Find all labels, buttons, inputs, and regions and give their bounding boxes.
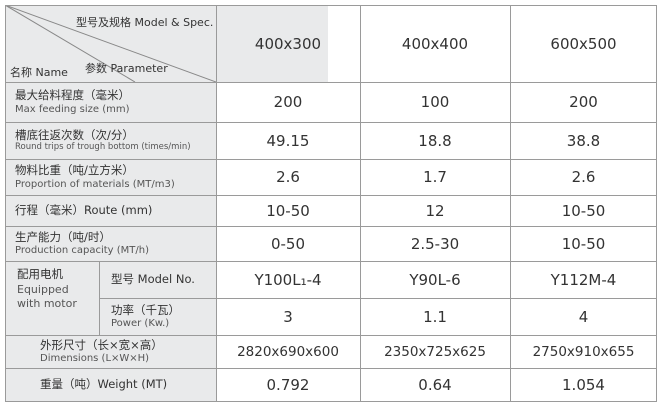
model-header-2: 400x400 [401,34,469,53]
label-column-bg [5,82,216,401]
value-cell: Y100L₁-4 [254,270,322,289]
value-cell: 10-50 [266,201,310,220]
motor-power-zh: 功率（千瓦） [111,302,180,317]
value-cell: 0.64 [418,375,452,394]
grid-line [5,5,657,6]
header-parameter: 参数 Parameter [85,62,168,75]
grid-line [5,335,657,336]
row-label-zh: 物料比重（吨/立方米） [15,163,134,178]
row-label-en: Production capacity (MT/h) [15,245,150,257]
grid-line [5,401,657,402]
grid-line [656,5,657,402]
motor-label: 配用电机 Equipped with motor [5,261,99,335]
row-label-zh: 生产能力（吨/时） [15,229,111,244]
value-cell: 2820x690x600 [237,343,339,360]
value-cell: 1.7 [423,168,447,186]
value-cell: 2750x910x655 [532,343,635,360]
row-label-capacity: 生产能力（吨/时） Production capacity (MT/h) [5,226,216,261]
grid-line [5,261,657,262]
grid-line [5,159,657,160]
motor-model-label-text: 型号 Model No. [111,272,195,287]
grid-line [99,261,100,335]
value-cell: 49.15 [266,131,310,150]
value-cell: 200 [569,93,598,111]
value-cell: 3 [283,307,293,326]
grid-line [5,226,657,227]
grid-line [5,5,6,402]
motor-label-en-1: Equipped [17,282,69,296]
motor-model-label: 型号 Model No. [99,261,216,298]
row-label-en: Proportion of materials (MT/m3) [15,178,175,190]
value-cell: 100 [420,93,450,111]
value-cell: 10-50 [561,201,606,220]
row-label-round-trips: 槽底往返次数（次/分） Round trips of trough bottom… [5,122,216,159]
model-header-1: 400x300 [254,34,322,53]
row-label-proportion: 物料比重（吨/立方米） Proportion of materials (MT/… [5,159,216,195]
header-model-spec: 型号及规格 Model & Spec. [76,16,214,29]
value-cell: 2.6 [571,168,596,186]
motor-power-en: Power (Kw.) [111,318,170,330]
grid-line [216,5,217,402]
value-cell: 0.792 [266,375,310,394]
value-cell: 38.8 [566,131,601,150]
row-label-zh: 槽底往返次数（次/分） [15,127,134,142]
row-label-zh: 行程（毫米）Route (mm) [15,203,153,218]
row-label-en: Round trips of trough bottom (times/min) [15,142,191,153]
row-label-zh: 外形尺寸（长×宽×高） [40,337,163,352]
motor-label-zh: 配用电机 [17,267,63,281]
value-cell: 1.1 [423,307,447,326]
value-cell: 2.6 [276,168,300,186]
value-cell: 4 [578,307,589,326]
row-label-zh: 最大给料程度（毫米） [15,88,130,103]
grid-line [99,298,657,299]
value-cell: 2350x725x625 [384,343,486,360]
value-cell: 2.5-30 [410,234,460,253]
row-label-zh: 重量（吨）Weight (MT) [40,377,168,392]
grid-line [510,5,511,402]
value-cell: 200 [273,93,303,111]
grid-line [5,122,657,123]
motor-power-label: 功率（千瓦） Power (Kw.) [99,298,216,335]
motor-label-en-2: with motor [17,297,77,311]
grid-line [360,5,361,402]
value-cell: 18.8 [418,131,452,150]
row-label-route: 行程（毫米）Route (mm) [5,195,216,226]
header-bg-1 [216,5,326,82]
row-label-weight: 重量（吨）Weight (MT) [5,368,216,401]
row-label-feeding: 最大给料程度（毫米） Max feeding size (mm) [5,82,216,122]
grid-line [5,82,657,83]
header-name: 名称 Name [10,66,68,79]
value-cell: Y90L-6 [409,270,461,289]
header-diagonals [5,5,216,82]
row-label-dimensions: 外形尺寸（长×宽×高） Dimensions (L×W×H) [5,335,216,368]
header-bg-2 [326,5,328,82]
value-cell: 10-50 [561,234,606,253]
value-cell: 0-50 [270,234,306,253]
row-label-en: Max feeding size (mm) [15,103,130,115]
value-cell: 1.054 [562,375,605,394]
row-label-en: Dimensions (L×W×H) [40,353,150,365]
grid-line [5,368,657,369]
grid-line [5,195,657,196]
value-cell: Y112M-4 [550,270,617,289]
model-header-3: 600x500 [550,34,617,53]
value-cell: 12 [425,201,445,220]
